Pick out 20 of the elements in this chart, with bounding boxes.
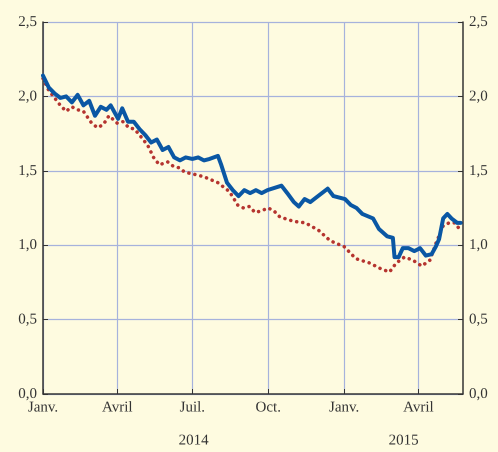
text: 2014 [178, 432, 210, 448]
y2-tick-label: 1,5 [469, 162, 488, 179]
y2-tick-label: 0,5 [469, 312, 488, 328]
y2-tick-label: 2,0 [469, 88, 488, 104]
y2-tick-label: 1,0 [469, 237, 488, 254]
x-tick-label: Avril [403, 400, 434, 416]
x-tick-label: Janv. [28, 400, 58, 416]
x-tick-label: Janv. [329, 400, 360, 416]
y2-tick-label: 2,5 [469, 14, 488, 30]
y-tick-label: 1,0 [18, 237, 37, 254]
y-tick-label: 0,5 [18, 312, 37, 328]
y-tick-label: 0,0 [18, 386, 37, 402]
x-tick-label: Oct. [256, 400, 281, 416]
y-tick-label: 2,5 [18, 14, 37, 30]
y2-tick-label: 0,0 [469, 386, 488, 402]
text: 2015 [388, 432, 419, 448]
x-tick-label: Juil. [180, 400, 206, 416]
x-tick-label: Avril [102, 400, 133, 416]
y-tick-label: 2,0 [18, 88, 37, 104]
y-tick-label: 1,5 [18, 162, 37, 179]
